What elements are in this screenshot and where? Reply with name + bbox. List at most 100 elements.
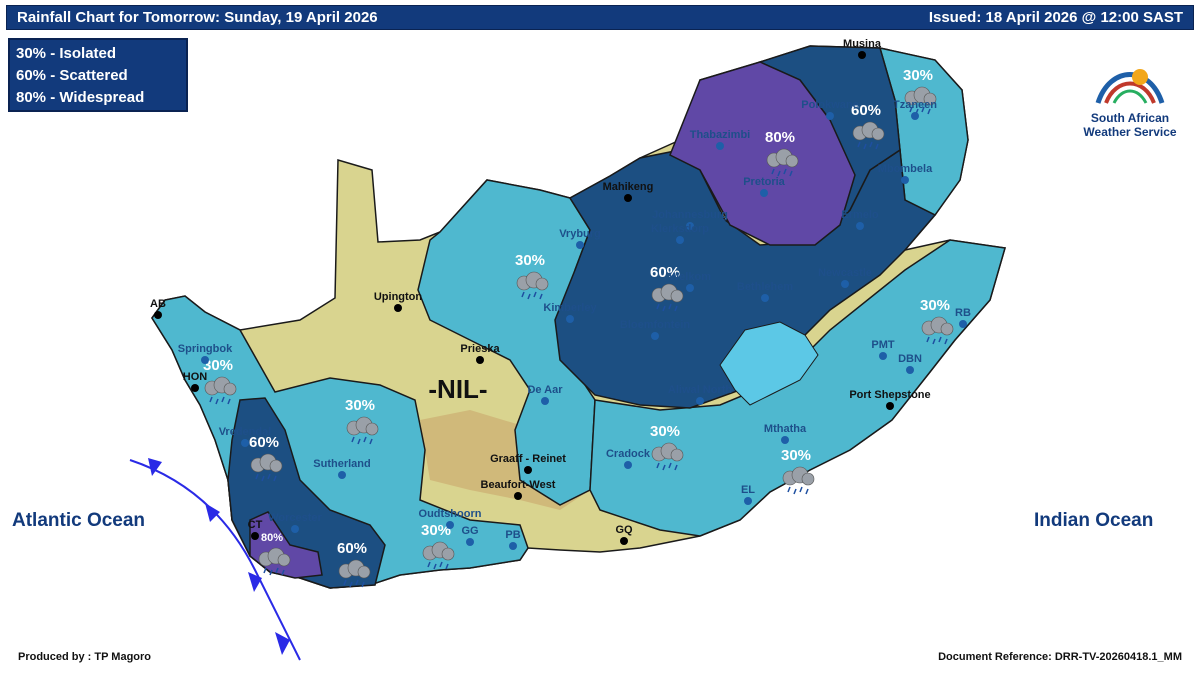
svg-text:30%: 30% [920, 297, 950, 314]
svg-text:Klerksdorp: Klerksdorp [651, 223, 709, 235]
city-marker-icon [541, 397, 549, 405]
svg-text:30%: 30% [781, 447, 811, 464]
rain-cloud-icon [651, 442, 684, 471]
city-prieska: Prieska [460, 343, 500, 364]
svg-text:30%: 30% [421, 522, 451, 539]
city-marker-icon [241, 439, 249, 447]
nil-label: -NIL- [428, 374, 487, 404]
zone-label-cape-80: 80% [258, 532, 291, 576]
zone-label-south-coast-30: 30% [421, 522, 455, 570]
city-pb: PB [505, 529, 521, 550]
zone-label-east-coast-30: 30% [920, 297, 954, 345]
city-marker-icon [676, 236, 684, 244]
city-upington: Upington [374, 291, 423, 312]
city-ct: CT [248, 519, 263, 540]
city-marker-icon [686, 222, 694, 230]
rain-cloud-icon [258, 547, 291, 576]
city-gq: GQ [615, 524, 633, 545]
zone-label-north-80: 80% [765, 129, 799, 177]
zone-label-transkei-30: 30% [781, 447, 815, 495]
city-marker-icon [154, 311, 162, 319]
front-marker [148, 458, 162, 476]
city-oudtshoorn: Oudtshoorn [419, 508, 482, 529]
svg-text:Springbok: Springbok [178, 343, 233, 355]
header-bar: Rainfall Chart for Tomorrow: Sunday, 19 … [6, 5, 1194, 30]
svg-text:30%: 30% [203, 357, 233, 374]
city-kimberley: Kimberley [543, 302, 597, 323]
city-bloemfontein: Bloemfontein [620, 319, 691, 340]
city-cradock: Cradock [606, 448, 651, 469]
svg-text:Bloemfontein: Bloemfontein [620, 319, 691, 331]
zone-north-80 [669, 61, 856, 246]
cold-front [129, 459, 301, 661]
document-reference: Document Reference: DRR-TV-20260418.1_MM [938, 651, 1182, 663]
rain-cloud-icon [852, 121, 885, 150]
svg-text:Cradock: Cradock [606, 448, 651, 460]
city-pretoria: Pretoria [743, 176, 786, 197]
svg-text:Pretoria: Pretoria [743, 176, 785, 188]
svg-text:60%: 60% [851, 102, 881, 119]
city-marker-icon [886, 402, 894, 410]
svg-text:Musina: Musina [843, 38, 882, 50]
front-marker [205, 503, 220, 522]
city-pmt: PMT [871, 339, 895, 360]
logo-line-2: Weather Service [1083, 125, 1177, 139]
svg-text:De Aar: De Aar [527, 384, 563, 396]
svg-text:Sutherland: Sutherland [313, 458, 370, 470]
city-marker-icon [466, 538, 474, 546]
city-marker-icon [858, 51, 866, 59]
legend-item-30: 30% - Isolated [16, 45, 117, 62]
city-tzaneen: Tzaneen [893, 99, 937, 120]
city-bethlehem: Bethlehem [737, 281, 793, 302]
svg-text:GQ: GQ [615, 524, 633, 536]
city-el: EL [741, 484, 755, 505]
city-vredendal: Vredendal [219, 426, 272, 447]
city-rb: RB [955, 307, 971, 328]
svg-text:AB: AB [150, 298, 166, 310]
rain-cloud-icon [782, 466, 815, 495]
city-marker-icon [651, 332, 659, 340]
city-marker-icon [514, 492, 522, 500]
svg-text:Kimberley: Kimberley [543, 302, 597, 314]
zone-label-southwest-60: 60% [337, 540, 371, 588]
chart-title: Rainfall Chart for Tomorrow: Sunday, 19 … [17, 9, 378, 26]
svg-text:Newcastle: Newcastle [818, 267, 872, 279]
svg-text:30%: 30% [903, 67, 933, 84]
svg-text:Aliwal North: Aliwal North [668, 384, 732, 396]
city-vryburg: Vryburg [559, 228, 601, 249]
saws-logo-icon [1095, 69, 1165, 104]
rain-cloud-icon [766, 148, 799, 177]
city-welkom: Welkom [669, 271, 711, 292]
rain-cloud-icon [422, 541, 455, 570]
city-de-aar: De Aar [527, 384, 563, 405]
svg-text:60%: 60% [337, 540, 367, 557]
svg-text:HON: HON [183, 371, 208, 383]
city-marker-icon [841, 280, 849, 288]
city-marker-icon [524, 466, 532, 474]
city-marker-icon [394, 304, 402, 312]
city-marker-icon [686, 284, 694, 292]
zone-label-karoo-30: 30% [345, 397, 379, 445]
svg-text:Upington: Upington [374, 291, 423, 303]
svg-text:Ermelo: Ermelo [841, 209, 879, 221]
city-marker-icon [620, 537, 628, 545]
rain-cloud-icon [250, 453, 283, 482]
svg-text:Port Shepstone: Port Shepstone [849, 389, 930, 401]
svg-text:60%: 60% [650, 264, 680, 281]
city-port-shepstone: Port Shepstone [849, 389, 931, 410]
city-marker-icon [201, 356, 209, 364]
front-marker [248, 572, 262, 592]
city-sutherland: Sutherland [313, 458, 371, 479]
city-marker-icon [760, 189, 768, 197]
city-newcastle: Newcastle [818, 267, 872, 288]
city-marker-icon [509, 542, 517, 550]
city-klerksdorp: Klerksdorp [651, 223, 709, 244]
city-marker-icon [576, 241, 584, 249]
city-aliwal-north: Aliwal North [668, 384, 732, 405]
city-marker-icon [761, 294, 769, 302]
svg-text:Mthatha: Mthatha [764, 423, 807, 435]
svg-text:Vredendal: Vredendal [219, 426, 272, 438]
zone-label-northeast-60: 60% [851, 102, 885, 150]
rain-cloud-icon [516, 271, 549, 300]
svg-text:Beaufort-West: Beaufort-West [481, 479, 556, 491]
